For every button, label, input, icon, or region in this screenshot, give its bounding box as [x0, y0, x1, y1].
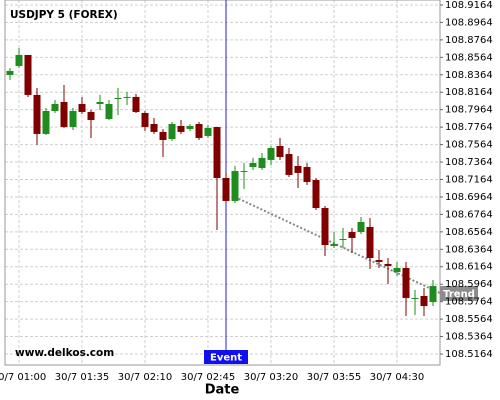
y-tick-label: 108.5964 — [445, 279, 493, 290]
candle-body — [42, 110, 50, 134]
candle-body — [33, 94, 41, 134]
y-tick-label: 108.8364 — [445, 70, 493, 81]
candle-body — [348, 232, 356, 238]
y-tick-label: 108.5364 — [445, 332, 493, 343]
y-tick-label: 108.7564 — [445, 140, 493, 151]
candle-body — [366, 226, 374, 259]
candle-body — [69, 110, 77, 127]
candle-body — [402, 267, 410, 298]
candle-body — [285, 154, 293, 175]
candle-body — [294, 165, 302, 173]
candle-body — [429, 285, 437, 302]
trend-label: Trend — [443, 289, 475, 300]
candle-body — [357, 221, 365, 233]
candle-body — [420, 295, 428, 307]
candle-body — [384, 263, 392, 266]
candle-body — [213, 126, 221, 179]
candle-body — [303, 167, 311, 183]
y-tick-label: 108.6764 — [445, 209, 493, 220]
candle-body — [231, 171, 239, 201]
y-tick-label: 108.7364 — [445, 157, 493, 168]
chart-title: USDJPY 5 (FOREX) — [10, 9, 118, 21]
y-tick-label: 108.7964 — [445, 105, 493, 116]
x-axis-title: Date — [205, 383, 240, 398]
y-tick-label: 108.8564 — [445, 52, 493, 63]
candle-body — [150, 123, 158, 132]
candle-body — [132, 96, 140, 112]
x-tick-label: 30/7 01:35 — [55, 372, 109, 383]
plot-frame — [4, 0, 441, 366]
candle-body — [96, 102, 104, 105]
candle-body — [141, 112, 149, 127]
candle-body — [339, 238, 347, 240]
y-tick-label: 108.5764 — [445, 297, 493, 308]
trend-label-box — [440, 286, 478, 301]
y-tick-label: 108.7764 — [445, 122, 493, 133]
candle-body — [393, 267, 401, 272]
y-tick-label: 108.7164 — [445, 174, 493, 185]
y-tick-label: 108.8164 — [445, 87, 493, 98]
x-tick-label: 30/7 03:55 — [307, 372, 361, 383]
candle-body — [78, 104, 86, 112]
candle-body — [6, 70, 14, 75]
candle-body — [312, 180, 320, 209]
candle-body — [177, 126, 185, 132]
candle-body — [204, 128, 212, 136]
candles — [6, 47, 437, 316]
candle-body — [15, 54, 23, 66]
y-tick-label: 108.6164 — [445, 262, 493, 273]
candle-body — [276, 145, 284, 157]
candle-body — [375, 260, 383, 262]
event-label-box — [204, 350, 248, 364]
candle-body — [114, 97, 122, 99]
candle-body — [222, 178, 230, 201]
candle-body — [159, 131, 167, 140]
candle-body — [168, 123, 176, 140]
candle-body — [105, 104, 113, 120]
y-tick-label: 108.5164 — [445, 349, 493, 360]
candle-body — [60, 102, 68, 127]
candle-body — [195, 123, 203, 138]
y-tick-label: 108.6964 — [445, 192, 493, 203]
event-label: Event — [210, 353, 242, 364]
y-tick-label: 108.9164 — [445, 0, 493, 11]
x-tick-label: 30/7 02:10 — [118, 372, 172, 383]
candle-body — [249, 162, 257, 168]
x-tick-label: 30/7 03:20 — [244, 372, 298, 383]
candle-body — [123, 96, 131, 98]
candle-body — [87, 111, 95, 120]
y-tick-label: 108.8964 — [445, 17, 493, 28]
candle-body — [321, 208, 329, 246]
candle-body — [330, 243, 338, 246]
x-tick-label: 30/7 02:45 — [181, 372, 235, 383]
x-tick-label: 30/7 01:00 — [0, 372, 46, 383]
watermark: www.delkos.com — [15, 347, 114, 359]
candle-body — [186, 126, 194, 129]
y-tick-label: 108.5564 — [445, 314, 493, 325]
y-tick-label: 108.8764 — [445, 35, 493, 46]
y-tick-label: 108.6364 — [445, 244, 493, 255]
candle-body — [267, 147, 275, 160]
y-tick-label: 108.6564 — [445, 227, 493, 238]
candle-body — [240, 171, 248, 173]
candle-body — [24, 54, 32, 95]
candle-body — [51, 104, 59, 111]
candle-body — [411, 297, 419, 299]
candle-body — [258, 157, 266, 168]
x-tick-label: 30/7 04:30 — [370, 372, 424, 383]
